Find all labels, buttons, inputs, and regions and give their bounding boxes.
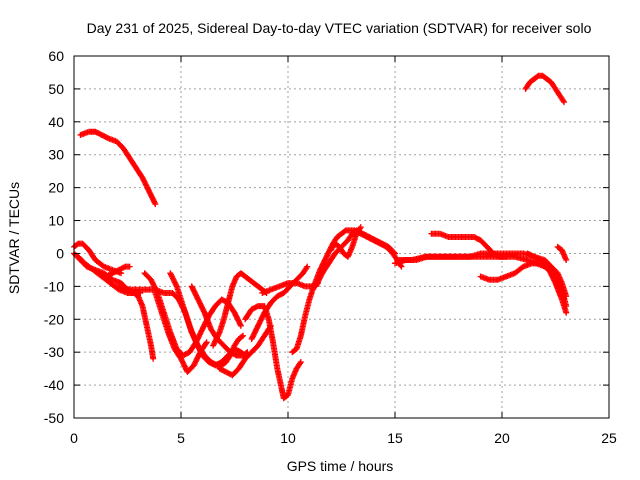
data-point xyxy=(398,263,405,270)
data-series-s24 xyxy=(554,243,570,264)
y-tick-label: -30 xyxy=(44,344,64,360)
data-point xyxy=(503,253,510,260)
chart-title: Day 231 of 2025, Sidereal Day-to-day VTE… xyxy=(87,20,592,36)
data-point xyxy=(561,99,568,106)
data-series-s1 xyxy=(77,128,159,208)
data-points xyxy=(71,72,570,402)
data-point xyxy=(560,97,567,104)
x-tick-label: 20 xyxy=(494,430,510,446)
x-tick-label: 25 xyxy=(601,430,617,446)
data-point xyxy=(238,333,245,340)
y-tick-label: 20 xyxy=(48,180,64,196)
y-tick-label: -20 xyxy=(44,311,64,327)
data-series-s14 xyxy=(248,263,311,343)
y-tick-label: 60 xyxy=(48,48,64,64)
y-tick-label: -50 xyxy=(44,410,64,426)
y-tick-label: -10 xyxy=(44,278,64,294)
x-tick-label: 10 xyxy=(280,430,296,446)
data-point xyxy=(202,340,209,347)
data-point xyxy=(137,289,144,296)
data-point xyxy=(563,303,570,310)
data-series-s7 xyxy=(141,270,244,359)
data-point xyxy=(103,134,110,141)
y-tick-label: 40 xyxy=(48,114,64,130)
data-point xyxy=(237,322,244,329)
data-series-s9 xyxy=(167,270,249,369)
data-point xyxy=(563,257,570,264)
y-tick-label: 10 xyxy=(48,213,64,229)
x-tick-label: 15 xyxy=(387,430,403,446)
x-tick-label: 5 xyxy=(177,430,185,446)
y-tick-label: 30 xyxy=(48,147,64,163)
data-series-s18 xyxy=(327,224,364,260)
y-axis-label: SDTVAR / TECUs xyxy=(6,182,22,294)
y-tick-label: 50 xyxy=(48,81,64,97)
data-point xyxy=(390,249,397,256)
data-series-s23 xyxy=(524,250,570,310)
x-axis-label: GPS time / hours xyxy=(287,458,394,474)
data-point xyxy=(126,263,133,270)
grid xyxy=(74,56,609,418)
data-point xyxy=(356,225,363,232)
data-point xyxy=(304,263,311,270)
data-point xyxy=(303,264,310,271)
data-point xyxy=(203,339,210,346)
data-series-s8 xyxy=(152,289,210,375)
data-point xyxy=(296,360,303,367)
axes: -50 -40 -30 -20 -10 0 10 20 30 40 50 60 0 5 10 15 20 25 xyxy=(44,48,617,446)
plot-frame xyxy=(73,55,610,419)
data-point xyxy=(392,250,398,257)
data-point xyxy=(357,224,364,231)
data-series-s25 xyxy=(522,72,568,106)
x-tick-label: 0 xyxy=(70,430,78,446)
data-point xyxy=(297,359,304,366)
data-series-s21 xyxy=(428,230,510,260)
data-point xyxy=(150,355,157,362)
data-series-s11 xyxy=(216,322,274,379)
data-point xyxy=(563,309,570,316)
data-point xyxy=(121,264,128,271)
data-series-s5 xyxy=(103,263,133,280)
data-series-s13 xyxy=(242,303,304,402)
data-point xyxy=(152,201,159,208)
data-point xyxy=(240,332,247,339)
y-tick-label: 0 xyxy=(56,245,64,261)
y-tick-label: -40 xyxy=(44,377,64,393)
